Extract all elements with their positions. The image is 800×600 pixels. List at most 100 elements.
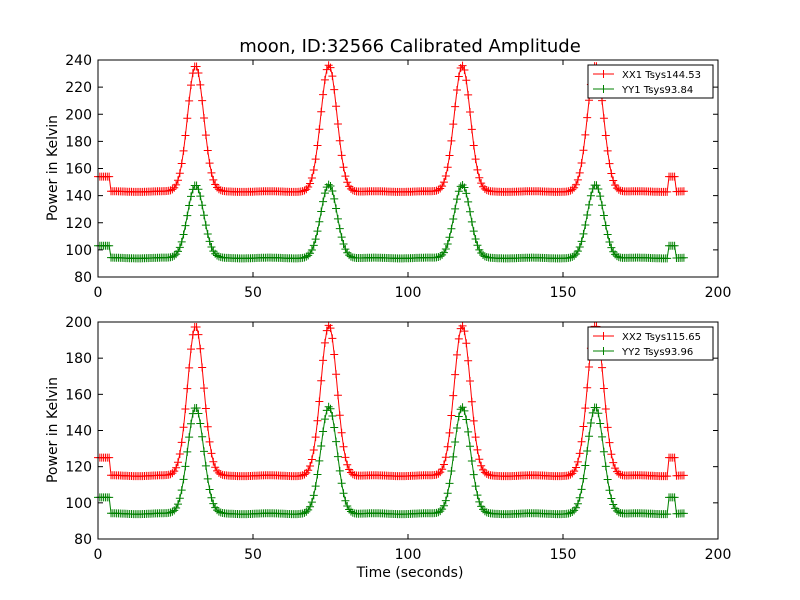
bottom-xtick-label-50: 50 bbox=[244, 547, 262, 563]
top-series-1-marker-265 bbox=[586, 191, 595, 200]
top-series-1-marker-132 bbox=[339, 240, 348, 249]
top-series-1-marker-195 bbox=[456, 182, 465, 191]
bottom-series-0-marker-262 bbox=[581, 404, 590, 413]
bottom-xtick-label-150: 150 bbox=[550, 547, 577, 563]
top-series-1-marker-260 bbox=[577, 237, 586, 246]
top-series-0-marker-132 bbox=[339, 163, 348, 172]
bottom-series-0-marker-64 bbox=[213, 466, 222, 475]
bottom-series-1-marker-45 bbox=[177, 486, 186, 495]
top-series-0-marker-259 bbox=[575, 168, 584, 177]
bottom-series-0-marker-209 bbox=[482, 469, 491, 478]
top-series-1-marker-64 bbox=[213, 251, 222, 260]
top-series-1-marker-254 bbox=[566, 253, 575, 262]
bottom-series-0-marker-46 bbox=[179, 423, 188, 432]
bottom-series-1-marker-276 bbox=[607, 494, 616, 503]
top-series-1-marker-59 bbox=[203, 230, 212, 239]
bottom-ytick-label-100: 100 bbox=[65, 496, 92, 512]
bottom-series-0-marker-127 bbox=[330, 350, 339, 359]
top-series-1-marker-56 bbox=[198, 201, 207, 210]
bottom-series-0-marker-256 bbox=[570, 467, 579, 476]
bottom-series-1-marker-310 bbox=[670, 493, 679, 502]
bottom-series-1-marker-132 bbox=[339, 489, 348, 498]
bottom-series-0-marker-206 bbox=[477, 461, 486, 470]
bottom-series-0-marker-62 bbox=[209, 457, 218, 466]
bottom-series-1-marker-120 bbox=[317, 442, 326, 451]
bottom-series-1-marker-129 bbox=[333, 452, 342, 461]
bottom-series-0-marker-48 bbox=[183, 384, 192, 393]
top-series-0-marker-117 bbox=[311, 155, 320, 164]
bottom-series-1-marker-114 bbox=[306, 502, 315, 511]
top-series-0-marker-186 bbox=[439, 178, 448, 187]
top-xtick-label-150: 150 bbox=[550, 285, 577, 301]
bottom-series-1-marker-191 bbox=[449, 452, 458, 461]
top-series-1-marker-119 bbox=[315, 217, 324, 226]
bottom-series-1-marker-125 bbox=[326, 404, 335, 413]
bottom-series-1-marker-117 bbox=[311, 482, 320, 491]
top-series-1-marker-184 bbox=[436, 252, 445, 261]
bottom-series-0-marker-56 bbox=[198, 363, 207, 372]
top-series-1-marker-203 bbox=[471, 235, 480, 244]
top-series-1-marker-279 bbox=[612, 252, 621, 261]
top-series-0-marker-131 bbox=[337, 151, 346, 160]
bottom-series-1-marker-261 bbox=[579, 474, 588, 483]
bottom-series-0-marker-122 bbox=[320, 338, 329, 347]
top-series-0-marker-260 bbox=[577, 159, 586, 168]
top-series-0-marker-277 bbox=[609, 176, 618, 185]
bottom-series-1-marker-116 bbox=[309, 491, 318, 500]
top-series-1-marker-274 bbox=[603, 230, 612, 239]
bottom-series-0-marker-66 bbox=[216, 470, 225, 479]
bottom-series-0-marker-132 bbox=[339, 442, 348, 451]
top-series-1-marker-54 bbox=[194, 185, 203, 194]
top-plot-frame bbox=[97, 59, 719, 278]
top-series-0-marker-199 bbox=[464, 90, 473, 99]
bottom-series-0-marker-38 bbox=[164, 470, 173, 479]
top-ytick-label-80: 80 bbox=[74, 270, 92, 286]
bottom-series-0-marker-263 bbox=[583, 383, 592, 392]
top-series-1-marker-191 bbox=[449, 215, 458, 224]
bottom-legend-box bbox=[587, 326, 714, 361]
top-series-1-marker-60 bbox=[205, 237, 214, 246]
top-series-1-marker-187 bbox=[441, 245, 450, 254]
bottom-series-1-marker-60 bbox=[205, 485, 214, 494]
bottom-series-0-marker-137 bbox=[348, 470, 357, 479]
bottom-series-1-marker-133 bbox=[341, 496, 350, 505]
bottom-chart-marks bbox=[94, 321, 688, 519]
bottom-series-0-marker-41 bbox=[170, 467, 179, 476]
top-series-1-marker-273 bbox=[601, 221, 610, 230]
top-series-0-marker-133 bbox=[341, 172, 350, 181]
top-series-0-marker-44 bbox=[175, 169, 184, 178]
bottom-series-1-marker-127 bbox=[330, 423, 339, 432]
bottom-series-1-marker-61 bbox=[207, 493, 216, 502]
top-series-1-marker-112 bbox=[302, 252, 311, 261]
bottom-series-0-marker-310 bbox=[670, 453, 679, 462]
top-series-1-marker-46 bbox=[179, 230, 188, 239]
bottom-series-1-marker-192 bbox=[451, 437, 460, 446]
top-ytick-label-200: 200 bbox=[65, 107, 92, 123]
top-series-1-marker-310 bbox=[670, 241, 679, 250]
bottom-ylabel: Power in Kelvin bbox=[45, 377, 61, 483]
bottom-series-1-marker-188 bbox=[443, 489, 452, 498]
top-series-0-marker-193 bbox=[452, 86, 461, 95]
top-series-0-marker-123 bbox=[322, 65, 331, 74]
top-series-1-marker-200 bbox=[466, 207, 474, 216]
bottom-series-0-marker-116 bbox=[309, 446, 318, 455]
bottom-series-1-marker-275 bbox=[605, 486, 614, 495]
top-series-0-marker-197 bbox=[460, 66, 469, 74]
top-series-1-marker-275 bbox=[605, 237, 614, 246]
bottom-series-1-marker-196 bbox=[458, 403, 467, 412]
bottom-series-1-marker-274 bbox=[603, 475, 612, 484]
top-ytick-label-140: 140 bbox=[65, 189, 92, 205]
bottom-series-1-marker-46 bbox=[179, 475, 188, 484]
bottom-series-0-marker-45 bbox=[177, 438, 186, 447]
bottom-series-1-marker-57 bbox=[200, 447, 209, 456]
bottom-series-0-marker-254 bbox=[566, 470, 575, 479]
bottom-series-1-marker-315 bbox=[679, 509, 688, 518]
top-series-0-marker-6 bbox=[105, 172, 114, 181]
top-series-0-marker-190 bbox=[447, 136, 456, 145]
bottom-series-1-marker-44 bbox=[175, 494, 184, 503]
bottom-series-0-marker-202 bbox=[469, 416, 478, 425]
bottom-series-1-marker-263 bbox=[583, 447, 592, 456]
top-series-1-marker-264 bbox=[585, 200, 594, 209]
top-series-1-marker-131 bbox=[337, 233, 346, 242]
bottom-series-1-marker-110 bbox=[298, 509, 307, 518]
